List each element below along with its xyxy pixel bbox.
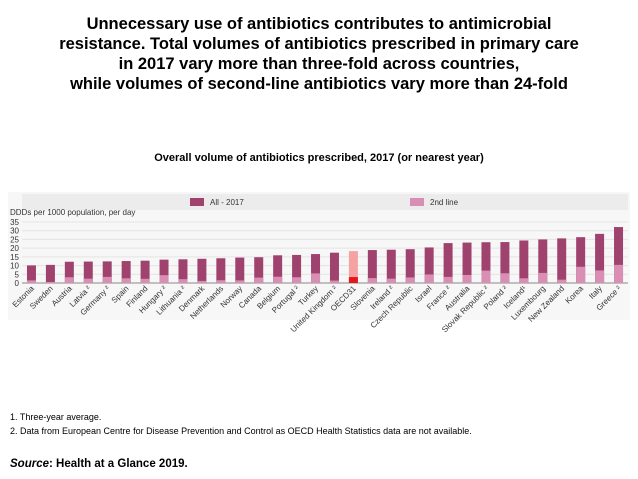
bar-second-line [235,280,245,283]
footnote-1: 1. Three-year average. [10,412,102,422]
chart-title: Overall volume of antibiotics prescribed… [154,152,484,164]
y-axis-label: DDDs per 1000 population, per day [10,208,135,217]
bar-second-line [121,278,131,283]
y-tick-label: 0 [15,279,20,288]
bar-total [102,261,112,283]
bar-second-line [178,279,188,283]
bar-second-line [405,277,415,283]
bar-total [159,259,169,283]
bar-total [329,252,339,283]
bar-total [386,249,396,283]
bar-second-line [329,280,339,283]
bar-total [519,240,529,283]
bar-total [64,261,74,283]
bar-total [216,258,226,283]
bar-total [614,227,624,283]
bar-second-line [424,274,434,283]
bar-total [500,242,510,283]
bar-chart: All - 2017 2nd line DDDs per 1000 populati… [8,192,630,334]
source-label: Source [10,458,49,470]
bar-total [273,255,283,283]
bar-total [443,243,453,283]
bar-total [481,242,491,283]
bar-total [254,257,264,283]
bar-second-line [311,273,321,283]
bar-second-line [197,280,207,283]
bar-second-line [102,276,112,283]
legend-swatch [410,198,424,206]
bar-second-line [292,277,302,283]
source-line: Source: Health at a Glance 2019. [10,458,188,470]
y-tick-label: 30 [10,227,19,236]
bar-second-line [140,278,150,283]
bar-total [576,237,586,283]
bar-total [538,239,548,283]
legend-swatch [190,198,204,206]
bar-second-line [45,281,55,283]
bar-second-line [254,277,264,283]
footnote-2: 2. Data from European Centre for Disease… [10,426,472,436]
bar-second-line [367,278,377,283]
bar-second-line [595,270,605,283]
bar-total [595,233,605,283]
bar-total [462,242,472,283]
bar-total [235,257,245,283]
y-tick-label: 35 [10,218,19,227]
bar-total [424,247,434,283]
y-tick-label: 5 [15,270,20,279]
bar-total [197,258,207,283]
y-tick-label: 15 [10,253,19,262]
bar-second-line [500,273,510,283]
bar-second-line [83,278,93,283]
bar-total [121,261,131,283]
headline-line-3: in 2017 vary more than three-fold across… [118,55,520,73]
legend-box [22,194,628,210]
bar-second-line [557,279,567,283]
headline-line-4: while volumes of second-line antibiotics… [70,75,568,93]
bar-second-line [576,266,586,283]
bar-total [348,251,358,283]
bar-total [405,249,415,283]
legend-label: All - 2017 [210,198,244,207]
headline-line-1: Unnecessary use of antibiotics contribut… [86,15,552,33]
bar-second-line [481,270,491,283]
y-tick-label: 10 [10,262,19,271]
y-tick-label: 25 [10,235,19,244]
source-text: : Health at a Glance 2019. [49,458,188,470]
bar-total [83,261,93,283]
bar-second-line [159,275,169,283]
legend-label: 2nd line [430,198,459,207]
bar-total [45,264,55,283]
bar-total [178,259,188,283]
bar-second-line [538,272,548,283]
bar-total [292,254,302,283]
bar-second-line [216,280,226,283]
headline: Unnecessary use of antibiotics contribut… [0,14,638,94]
bar-second-line [614,264,624,283]
bar-total [140,260,150,283]
bar-total [557,238,567,283]
bar-total [311,254,321,283]
bar-second-line [386,278,396,283]
bar-second-line [519,278,529,283]
bar-second-line [443,276,453,283]
bar-second-line [26,280,36,283]
footnotes: 1. Three-year average. 2. Data from Euro… [10,410,472,438]
bar-second-line [273,276,283,283]
bar-second-line [462,274,472,283]
bar-second-line [64,277,74,283]
bar-total [26,265,36,283]
headline-line-2: resistance. Total volumes of antibiotics… [59,35,579,53]
y-tick-label: 20 [10,244,19,253]
bar-total [367,250,377,283]
bar-second-line [348,277,358,283]
